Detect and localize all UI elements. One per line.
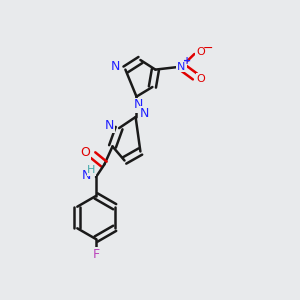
Text: −: − [203, 41, 213, 55]
Text: +: + [183, 56, 191, 66]
Text: N: N [139, 107, 149, 120]
Text: O: O [196, 46, 205, 57]
Text: O: O [196, 74, 206, 84]
Text: F: F [92, 248, 100, 261]
Text: H: H [87, 165, 96, 176]
Text: N: N [111, 60, 120, 73]
Text: O: O [81, 146, 90, 159]
Text: N: N [104, 118, 114, 132]
Text: N: N [82, 169, 91, 182]
Text: N: N [177, 61, 186, 72]
Text: N: N [133, 98, 143, 112]
